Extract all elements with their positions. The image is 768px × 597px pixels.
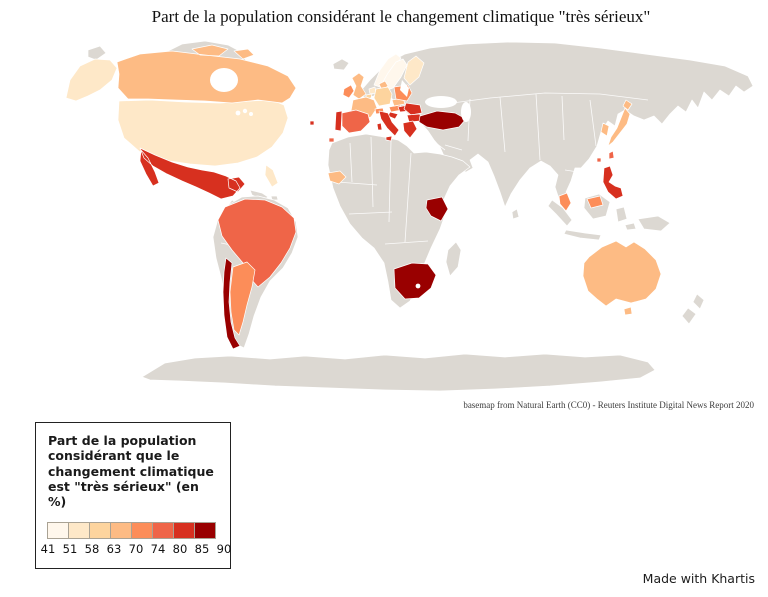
country-united-states[interactable]	[65, 58, 289, 188]
country-kenya[interactable]	[425, 196, 449, 222]
country-argentina[interactable]	[229, 261, 256, 336]
country-australia[interactable]	[582, 240, 662, 316]
legend-swatch-5	[152, 522, 174, 540]
country-senegal[interactable]	[327, 170, 347, 185]
country-brazil[interactable]	[217, 198, 297, 288]
legend-swatch-3	[110, 522, 132, 540]
baltic-sea	[400, 80, 409, 97]
legend-tick: 58	[84, 542, 100, 557]
legend-swatch-6	[173, 522, 195, 540]
legend-tick: 51	[62, 542, 78, 557]
country-japan[interactable]	[607, 99, 633, 147]
legend-ticks: 41 51 58 63 70 74 80 85 90	[41, 542, 232, 557]
country-south-africa[interactable]	[393, 262, 437, 300]
legend-box: Part de la population considérant que le…	[35, 422, 232, 570]
legend-tick: 74	[150, 542, 166, 557]
legend-swatch-7	[194, 522, 216, 540]
country-philippines[interactable]	[602, 165, 624, 200]
country-greece[interactable]	[402, 120, 418, 139]
landmass-sulawesi	[615, 206, 637, 231]
legend-tick: 63	[106, 542, 122, 557]
legend-swatch-4	[131, 522, 153, 540]
countries-layer	[65, 44, 662, 350]
legend-tick: 85	[194, 542, 210, 557]
map-attribution: basemap from Natural Earth (CC0) - Reute…	[463, 400, 754, 410]
hudson-bay	[210, 68, 238, 92]
black-sea	[425, 96, 457, 108]
country-italy[interactable]	[376, 110, 400, 142]
legend-swatch-1	[68, 522, 90, 540]
legend-title: Part de la population considérant que le…	[48, 433, 214, 509]
page-title: Part de la population considérant le cha…	[151, 7, 651, 26]
legend-tick: 80	[172, 542, 188, 557]
legend-swatch-2	[89, 522, 111, 540]
legend-ramp	[47, 522, 224, 540]
country-portugal[interactable]	[309, 110, 343, 132]
legend-tick: 90	[216, 542, 232, 557]
landmass-new-zealand	[681, 293, 705, 325]
caspian-sea	[461, 102, 471, 122]
country-united-kingdom[interactable]	[351, 72, 367, 100]
legend-tick: 70	[128, 542, 144, 557]
landmass-iceland	[332, 58, 350, 71]
landmass-africa	[327, 133, 471, 309]
water-layer	[210, 68, 471, 289]
landmass-madagascar	[445, 241, 462, 277]
country-canada[interactable]	[116, 44, 297, 104]
country-taiwan[interactable]	[608, 150, 615, 160]
country-hong-kong[interactable]	[596, 157, 602, 163]
great-lakes	[242, 108, 248, 114]
great-lakes	[249, 112, 253, 116]
legend-tick: 41	[40, 542, 56, 557]
legend-swatch-0	[47, 522, 69, 540]
country-ireland[interactable]	[342, 84, 355, 99]
country-chile[interactable]	[222, 257, 241, 350]
khartis-credit-link[interactable]: Made with Khartis	[642, 571, 755, 586]
country-malaysia[interactable]	[558, 192, 604, 212]
country-turkey[interactable]	[418, 110, 467, 131]
great-lakes	[235, 110, 241, 116]
landmass-java	[563, 229, 602, 241]
country-finland[interactable]	[403, 55, 425, 86]
landmass-wrangel	[87, 45, 107, 61]
landmass-antarctica	[141, 353, 656, 392]
country-spain[interactable]	[328, 109, 371, 143]
country-germany[interactable]	[373, 86, 393, 107]
country-south-korea[interactable]	[600, 122, 610, 137]
landmass-new-guinea	[637, 215, 671, 232]
landmass-sri-lanka	[511, 208, 520, 220]
lesotho	[415, 283, 421, 289]
country-mexico[interactable]	[139, 147, 246, 200]
